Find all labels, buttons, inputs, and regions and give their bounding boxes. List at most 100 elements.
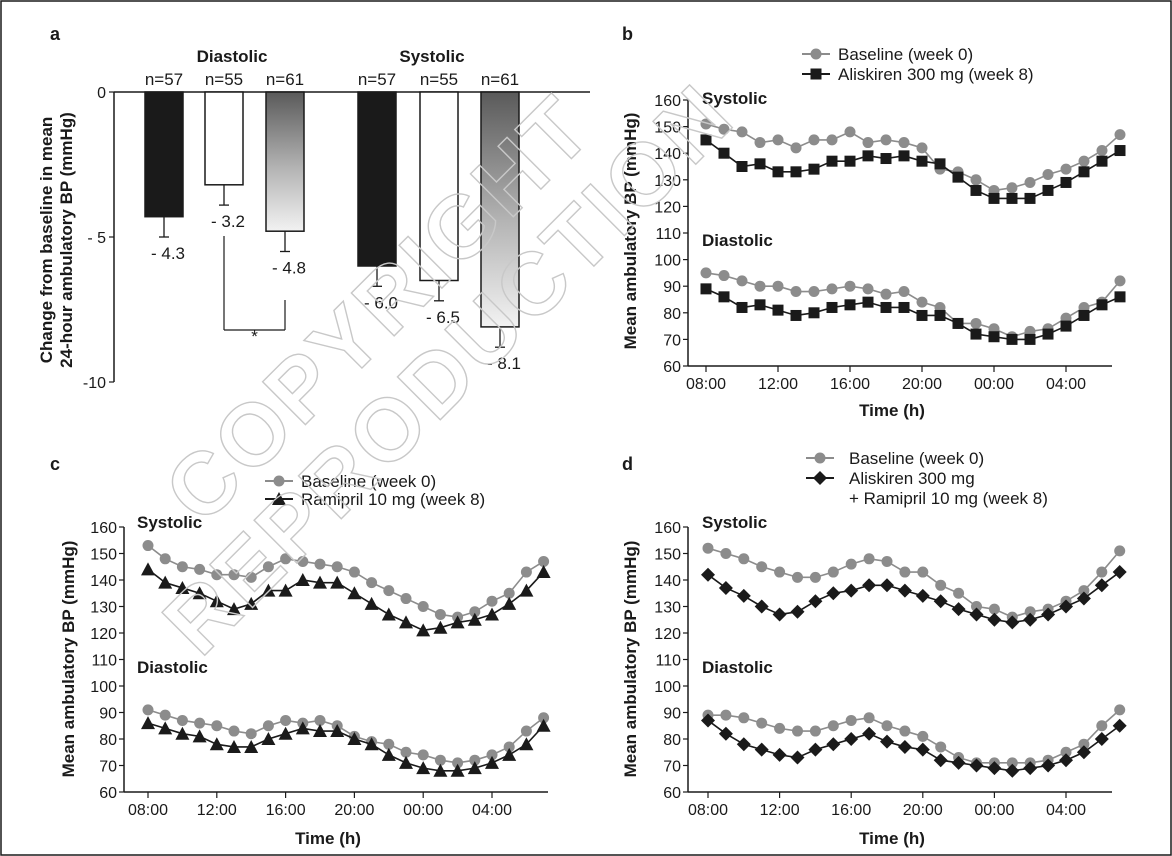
data-point [175, 580, 190, 594]
data-point [808, 134, 820, 146]
y-tick-label: 60 [99, 785, 117, 802]
data-point [261, 732, 276, 745]
x-tick-label: 16:00 [830, 376, 870, 393]
panel-c-ytitle-text: Mean ambulatory BP (mmHg) [59, 541, 78, 778]
data-point [450, 615, 465, 629]
data-point [897, 583, 912, 598]
data-point [1076, 745, 1091, 760]
data-label: - 6.5 [426, 308, 460, 327]
data-point [295, 721, 310, 735]
y-tick-label: 130 [654, 173, 681, 190]
data-point [364, 596, 379, 610]
data-point [175, 726, 190, 740]
y-tick-label: 80 [663, 306, 681, 323]
panel-b-legend-baseline: Baseline (week 0) [838, 45, 973, 64]
bar [265, 91, 305, 232]
data-point [772, 607, 787, 622]
y-tick-label: 70 [663, 332, 681, 349]
data-point [738, 553, 750, 565]
data-point [262, 720, 274, 732]
data-point [898, 286, 910, 298]
data-point [718, 123, 730, 135]
panel-d-xtitle: Time (h) [859, 829, 925, 848]
data-point [988, 192, 1000, 204]
y-tick-label: 140 [90, 573, 117, 590]
data-point [159, 709, 171, 721]
data-point [916, 296, 928, 308]
data-point [863, 712, 875, 724]
data-point [772, 134, 784, 146]
panel-label-b: b [622, 24, 633, 44]
panel-b-xtitle: Time (h) [859, 401, 925, 420]
data-point [987, 612, 1002, 627]
data-point [808, 594, 823, 609]
sample-size-label: n=55 [420, 70, 458, 89]
data-point [790, 166, 802, 178]
legend-marker-square [810, 68, 822, 80]
data-point [933, 594, 948, 609]
data-point [434, 608, 446, 620]
bar [204, 91, 244, 186]
data-point [1042, 328, 1054, 340]
bar [144, 91, 184, 218]
y-tick-label: 90 [663, 279, 681, 296]
data-point [736, 737, 751, 752]
data-point [916, 142, 928, 154]
data-point [951, 602, 966, 617]
data-point [827, 720, 839, 732]
data-point [519, 737, 534, 751]
data-point [756, 717, 768, 729]
x-tick-label: 12:00 [760, 802, 800, 819]
data-point [701, 713, 715, 728]
sample-size-label: n=57 [145, 70, 183, 89]
data-point [1024, 192, 1036, 204]
data-point [486, 749, 498, 761]
panel-c-xtitle: Time (h) [295, 829, 361, 848]
y-tick-label: 80 [99, 732, 117, 749]
y-tick-label: 120 [654, 626, 681, 643]
data-point [1094, 578, 1109, 593]
data-point [935, 741, 947, 753]
data-point [881, 555, 893, 567]
data-point [845, 714, 857, 726]
data-point [330, 724, 345, 738]
panel-b-sublabel-diastolic: Diastolic [702, 231, 773, 250]
data-point [754, 742, 769, 757]
data-point [754, 280, 766, 292]
data-point [970, 328, 982, 340]
data-point [756, 561, 768, 573]
data-point [313, 724, 327, 738]
significance-star: * [251, 327, 258, 346]
panel-a-ytitle-line1: Change from baseline in mean [37, 117, 56, 364]
data-point [880, 134, 892, 146]
sample-size-label: n=61 [266, 70, 304, 89]
data-point [790, 309, 802, 321]
panel-d-legend: Baseline (week 0) Aliskiren 300 mg + Ram… [806, 449, 1048, 508]
data-point [736, 275, 748, 287]
panel-a-ytitle: Change from baseline in mean 24-hour amb… [37, 112, 76, 368]
x-tick-label: 00:00 [974, 802, 1014, 819]
data-point [1060, 163, 1072, 175]
data-point [1059, 599, 1073, 614]
data-point [278, 726, 293, 740]
data-point [971, 601, 982, 612]
data-point [192, 729, 207, 743]
panel-c-legend-baseline: Baseline (week 0) [301, 472, 436, 491]
data-point [1078, 738, 1090, 750]
x-tick-label: 08:00 [686, 376, 726, 393]
x-tick-label: 04:00 [1046, 802, 1086, 819]
y-tick-label: 150 [654, 547, 681, 564]
legend-marker-circle [273, 475, 285, 487]
y-tick-label: 60 [663, 785, 681, 802]
y-tick-label: -10 [83, 375, 106, 392]
data-point [1114, 545, 1126, 557]
data-point [934, 158, 946, 170]
x-tick-label: 08:00 [688, 802, 728, 819]
data-point [416, 761, 431, 775]
panel-c-legend-ramipril: Ramipril 10 mg (week 8) [301, 490, 485, 509]
data-label: - 4.3 [151, 244, 185, 263]
data-point [844, 583, 859, 598]
data-point [452, 757, 464, 769]
data-point [718, 270, 730, 282]
